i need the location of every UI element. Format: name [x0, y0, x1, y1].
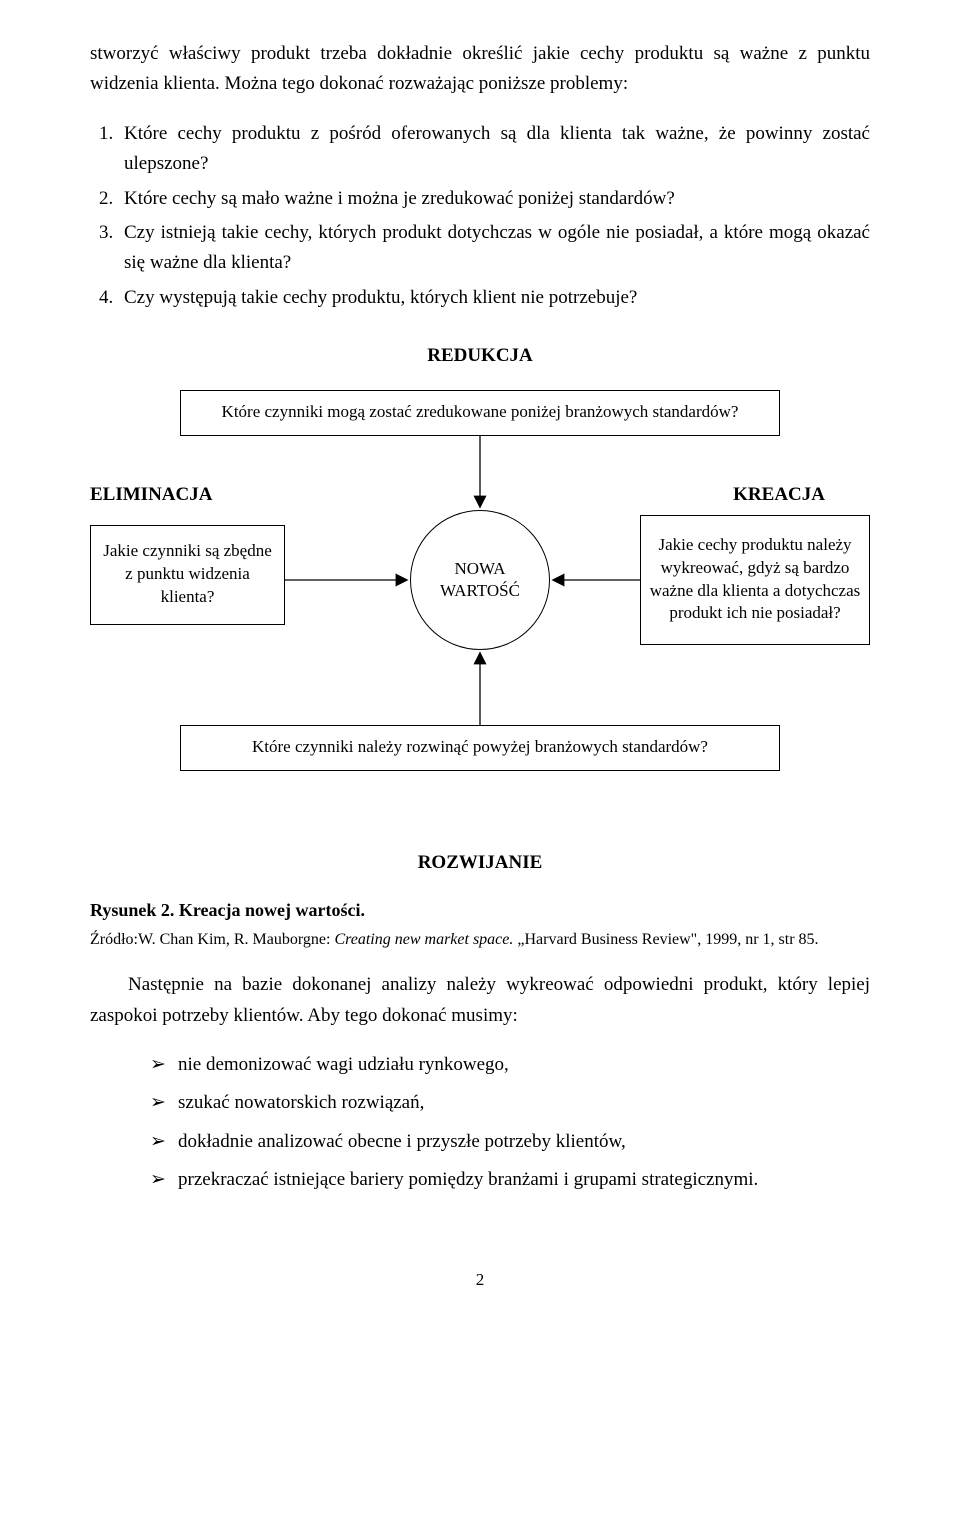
diagram-container: Które czynniki mogą zostać zredukowane p… [90, 390, 870, 820]
diagram-center-circle: NOWA WARTOŚĆ [410, 510, 550, 650]
figure-source: Źródło:W. Chan Kim, R. Mauborgne: Creati… [90, 927, 870, 953]
diagram-box-top: Które czynniki mogą zostać zredukowane p… [180, 390, 780, 436]
list-item: Czy istnieją takie cechy, których produk… [118, 218, 870, 279]
followup-paragraph: Następnie na bazie dokonanej analizy nal… [90, 970, 870, 1031]
diagram-label-eliminacja: ELIMINACJA [90, 480, 212, 510]
diagram-box-right: Jakie cechy produktu należy wykreować, g… [640, 515, 870, 645]
figure-caption: Rysunek 2. Kreacja nowej wartości. [90, 896, 870, 925]
center-line2: WARTOŚĆ [440, 581, 520, 600]
bullet-list: nie demonizować wagi udziału rynkowego, … [90, 1050, 870, 1196]
list-item: Które cechy produktu z pośród oferowanyc… [118, 119, 870, 180]
bullet-item: szukać nowatorskich rozwiązań, [150, 1088, 870, 1118]
list-item: Które cechy są mało ważne i można je zre… [118, 184, 870, 214]
diagram-label-kreacja: KREACJA [733, 480, 825, 510]
source-prefix: Źródło:W. Chan Kim, R. Mauborgne: [90, 931, 334, 948]
bullet-item: dokładnie analizować obecne i przyszłe p… [150, 1127, 870, 1157]
intro-paragraph: stworzyć właściwy produkt trzeba dokładn… [90, 39, 870, 100]
source-title: Creating new market space. [334, 931, 513, 948]
bullet-item: nie demonizować wagi udziału rynkowego, [150, 1050, 870, 1080]
numbered-list: Które cechy produktu z pośród oferowanyc… [90, 119, 870, 313]
diagram-box-bottom: Które czynniki należy rozwinąć powyżej b… [180, 725, 780, 771]
bullet-item: przekraczać istniejące bariery pomiędzy … [150, 1165, 870, 1195]
source-suffix: „Harvard Business Review", 1999, nr 1, s… [513, 931, 818, 948]
center-line1: NOWA [455, 559, 506, 578]
page-container: stworzyć właściwy produkt trzeba dokładn… [0, 0, 960, 1333]
diagram-box-left: Jakie czynniki są zbędne z punktu widzen… [90, 525, 285, 625]
diagram-title-top: REDUKCJA [90, 341, 870, 371]
diagram-title-bottom: ROZWIJANIE [90, 848, 870, 878]
list-item: Czy występują takie cechy produktu, któr… [118, 283, 870, 313]
page-number: 2 [90, 1266, 870, 1293]
